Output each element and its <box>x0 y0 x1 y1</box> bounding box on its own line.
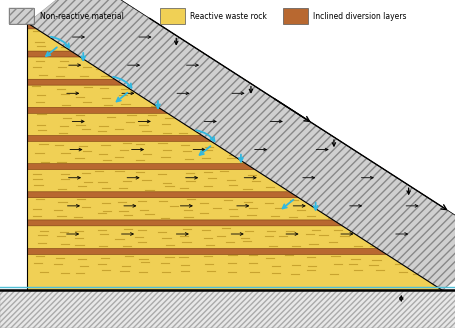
Polygon shape <box>27 51 209 57</box>
Polygon shape <box>27 192 427 198</box>
Polygon shape <box>27 23 166 29</box>
Bar <box>9 8 34 24</box>
Polygon shape <box>27 220 455 226</box>
Bar <box>282 8 307 24</box>
FancyArrowPatch shape <box>273 98 445 210</box>
Polygon shape <box>27 164 384 170</box>
Polygon shape <box>27 79 253 85</box>
Polygon shape <box>27 0 455 290</box>
Polygon shape <box>0 290 455 328</box>
Polygon shape <box>27 248 455 254</box>
Bar <box>9 8 34 24</box>
Text: Non-reactive material: Non-reactive material <box>40 11 123 21</box>
Text: Reactive waste rock: Reactive waste rock <box>190 11 267 21</box>
FancyArrowPatch shape <box>149 18 309 121</box>
Polygon shape <box>27 23 441 290</box>
Polygon shape <box>27 107 296 113</box>
FancyArrowPatch shape <box>113 77 131 88</box>
Text: Inclined diversion layers: Inclined diversion layers <box>313 11 406 21</box>
FancyArrowPatch shape <box>51 37 69 48</box>
Polygon shape <box>27 135 340 141</box>
Bar <box>159 8 184 24</box>
FancyArrowPatch shape <box>196 130 214 141</box>
